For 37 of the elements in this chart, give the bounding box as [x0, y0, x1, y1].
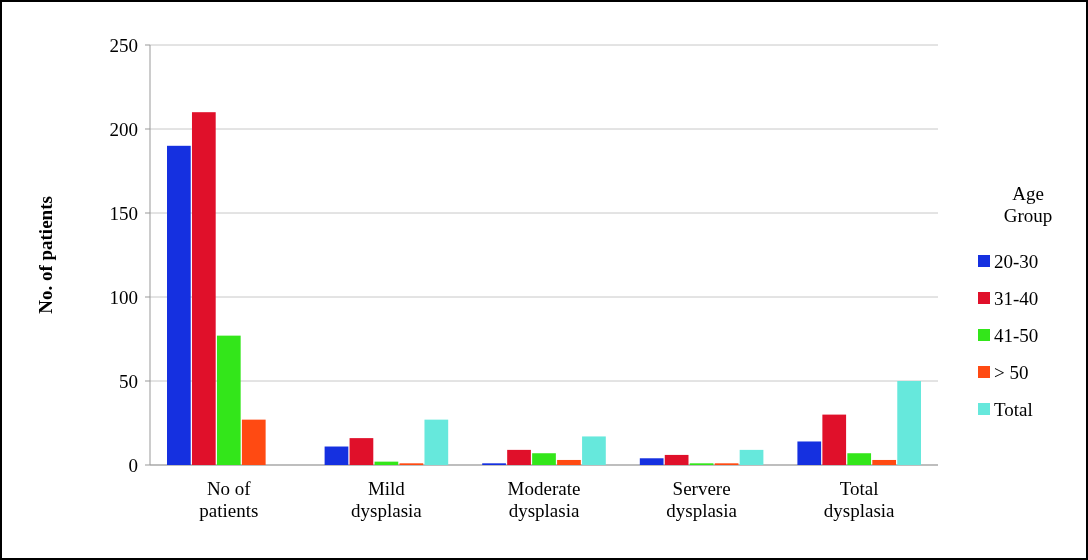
y-tick-label: 50: [119, 370, 138, 392]
legend-label: > 50: [994, 361, 1029, 383]
bar: [349, 438, 374, 465]
bar: [241, 419, 266, 465]
bar: [897, 381, 921, 465]
y-tick-label: 0: [128, 454, 138, 476]
bar: [324, 446, 349, 465]
bar: [507, 449, 531, 465]
legend-label: 20-30: [994, 250, 1039, 272]
bar: [191, 112, 216, 465]
x-tick-label: Mild dysplasia: [351, 478, 423, 521]
bar: [216, 335, 241, 465]
bar: [557, 459, 581, 465]
bar: [639, 458, 664, 465]
x-tick-label: Total dysplasia: [823, 478, 896, 521]
bar: [582, 436, 606, 465]
legend-title: Age Group: [1003, 183, 1053, 226]
bar: [532, 453, 556, 465]
bar: [424, 419, 449, 465]
bar: [872, 459, 897, 465]
y-tick-label: 100: [109, 286, 138, 308]
x-tick-label: Moderate dysplasia: [507, 478, 581, 521]
bar: [664, 454, 689, 465]
bar: [847, 453, 872, 465]
legend-label: 31-40: [994, 287, 1039, 309]
bar: [822, 414, 847, 465]
legend-label: 41-50: [994, 324, 1039, 346]
x-tick-label: Servere dysplasia: [666, 478, 738, 521]
x-tick-label: No of patients: [199, 478, 259, 521]
y-axis-title: No. of patients: [35, 196, 56, 314]
y-tick-label: 200: [109, 118, 138, 140]
bar: [167, 145, 191, 465]
legend-label: Total: [994, 398, 1033, 420]
y-tick-label: 250: [109, 34, 138, 56]
bar: [797, 441, 822, 465]
bar: [739, 449, 764, 465]
y-tick-label: 150: [109, 202, 138, 224]
